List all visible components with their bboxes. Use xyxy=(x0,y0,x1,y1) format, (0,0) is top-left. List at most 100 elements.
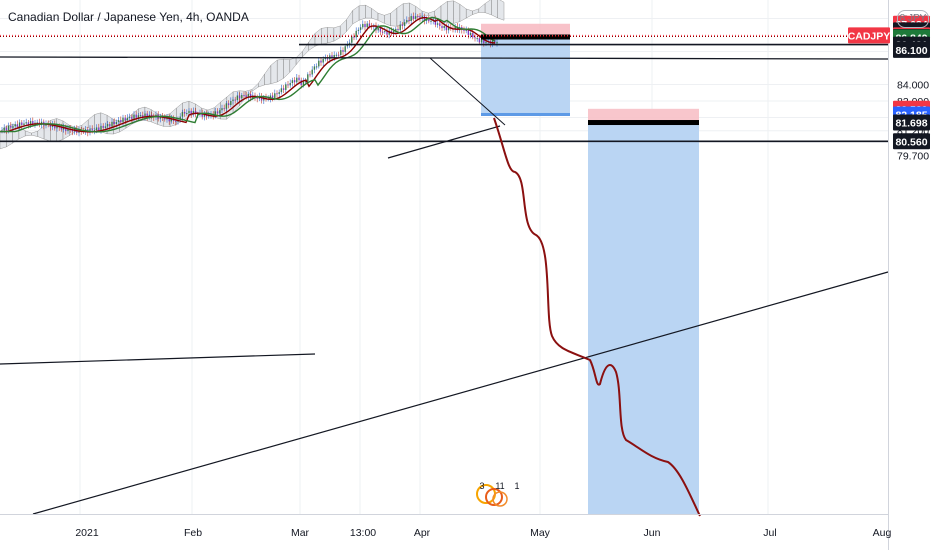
candle-body xyxy=(287,84,289,86)
candle-body xyxy=(428,19,430,22)
cloud-segment xyxy=(371,8,379,21)
candle-body xyxy=(144,113,146,118)
cloud-segment xyxy=(472,8,479,15)
cloud-segment xyxy=(415,5,423,18)
price-axis xyxy=(889,0,932,550)
symbol-tag-text: CADJPY xyxy=(848,30,891,42)
candle-body xyxy=(117,120,120,122)
candle-body xyxy=(135,114,137,118)
candle-body xyxy=(122,117,124,123)
candle-body xyxy=(359,27,362,30)
candle-body xyxy=(142,115,144,118)
candle-body xyxy=(12,126,14,128)
candle-body xyxy=(265,97,267,99)
candle-body xyxy=(181,111,184,117)
candle-body xyxy=(225,103,228,109)
cloud-segment xyxy=(314,27,322,47)
cloud-segment xyxy=(365,4,372,19)
cloud-segment xyxy=(421,10,429,16)
candle-body xyxy=(291,80,294,84)
candle-body xyxy=(150,114,153,116)
candle-body xyxy=(333,55,335,59)
cloud-segment xyxy=(37,125,45,140)
candle-body xyxy=(485,42,487,44)
candle-body xyxy=(36,122,38,124)
candle-body xyxy=(111,121,113,127)
split-marker-icon xyxy=(492,491,508,507)
cloud-segment xyxy=(440,1,448,24)
candle-body xyxy=(170,118,173,122)
x-tick-label: Mar xyxy=(291,527,310,539)
candle-body xyxy=(67,128,69,132)
cloud-segment xyxy=(484,0,492,16)
candle-body xyxy=(260,96,263,101)
cloud-segment xyxy=(333,25,341,42)
candle-body xyxy=(109,124,111,127)
candle-body xyxy=(175,120,177,122)
candle-body xyxy=(91,128,93,131)
candle-body xyxy=(232,99,234,102)
candle-body xyxy=(377,27,379,31)
candle-body xyxy=(216,111,219,114)
candle-body xyxy=(320,60,322,63)
candle-body xyxy=(5,127,8,131)
cloud-segment xyxy=(289,57,297,73)
candle-body xyxy=(25,122,27,124)
candle-body xyxy=(469,32,472,35)
candle-body xyxy=(247,93,250,97)
candle-body xyxy=(494,39,496,44)
marker-count-0: 3 xyxy=(479,481,484,491)
cloud-segment xyxy=(81,119,89,129)
price-label-text: 86.100 xyxy=(895,45,927,57)
candle-body xyxy=(10,125,12,128)
candle-body xyxy=(496,41,498,44)
candle-body xyxy=(139,115,142,117)
price-label-text: 81.698 xyxy=(895,118,927,130)
candle-body xyxy=(340,50,342,55)
candle-body xyxy=(456,26,459,31)
candle-body xyxy=(445,25,448,31)
candle-body xyxy=(179,116,181,120)
candle-body xyxy=(454,26,456,30)
candle-body xyxy=(71,130,74,132)
candle-body xyxy=(410,16,412,21)
candle-body xyxy=(280,88,283,93)
x-tick-label: Aug xyxy=(873,527,892,539)
candle-body xyxy=(219,110,221,114)
candle-body xyxy=(131,116,133,119)
candle-body xyxy=(322,58,324,63)
currency-unit-button[interactable]: 8 JPY xyxy=(897,10,929,28)
candle-body xyxy=(342,50,344,52)
candle-body xyxy=(386,31,388,35)
cloud-segment xyxy=(447,0,454,24)
candle-body xyxy=(443,25,445,29)
candle-body xyxy=(21,122,23,126)
candle-body xyxy=(234,99,236,101)
candle-body xyxy=(296,77,298,83)
candle-body xyxy=(245,95,247,97)
cloud-segment xyxy=(0,125,7,150)
entry-line-1 xyxy=(481,34,570,40)
candle-body xyxy=(236,95,239,101)
candle-body xyxy=(368,23,371,27)
cloud-segment xyxy=(94,112,102,133)
conversion-line xyxy=(0,17,496,133)
x-tick-label: Apr xyxy=(414,527,431,539)
candle-body xyxy=(401,24,404,26)
candle-body xyxy=(388,30,390,35)
candle-body xyxy=(439,23,441,26)
candle-body xyxy=(89,128,91,133)
candle-body xyxy=(164,117,166,120)
candle-body xyxy=(362,23,364,28)
candle-body xyxy=(238,95,241,99)
candle-body xyxy=(406,20,408,23)
candle-body xyxy=(351,36,353,43)
candle-body xyxy=(115,121,118,125)
candle-body xyxy=(137,115,140,118)
base-line xyxy=(0,16,496,133)
cloud-segment xyxy=(384,12,391,27)
ascending-trendline xyxy=(32,271,889,515)
candle-body xyxy=(348,42,351,45)
